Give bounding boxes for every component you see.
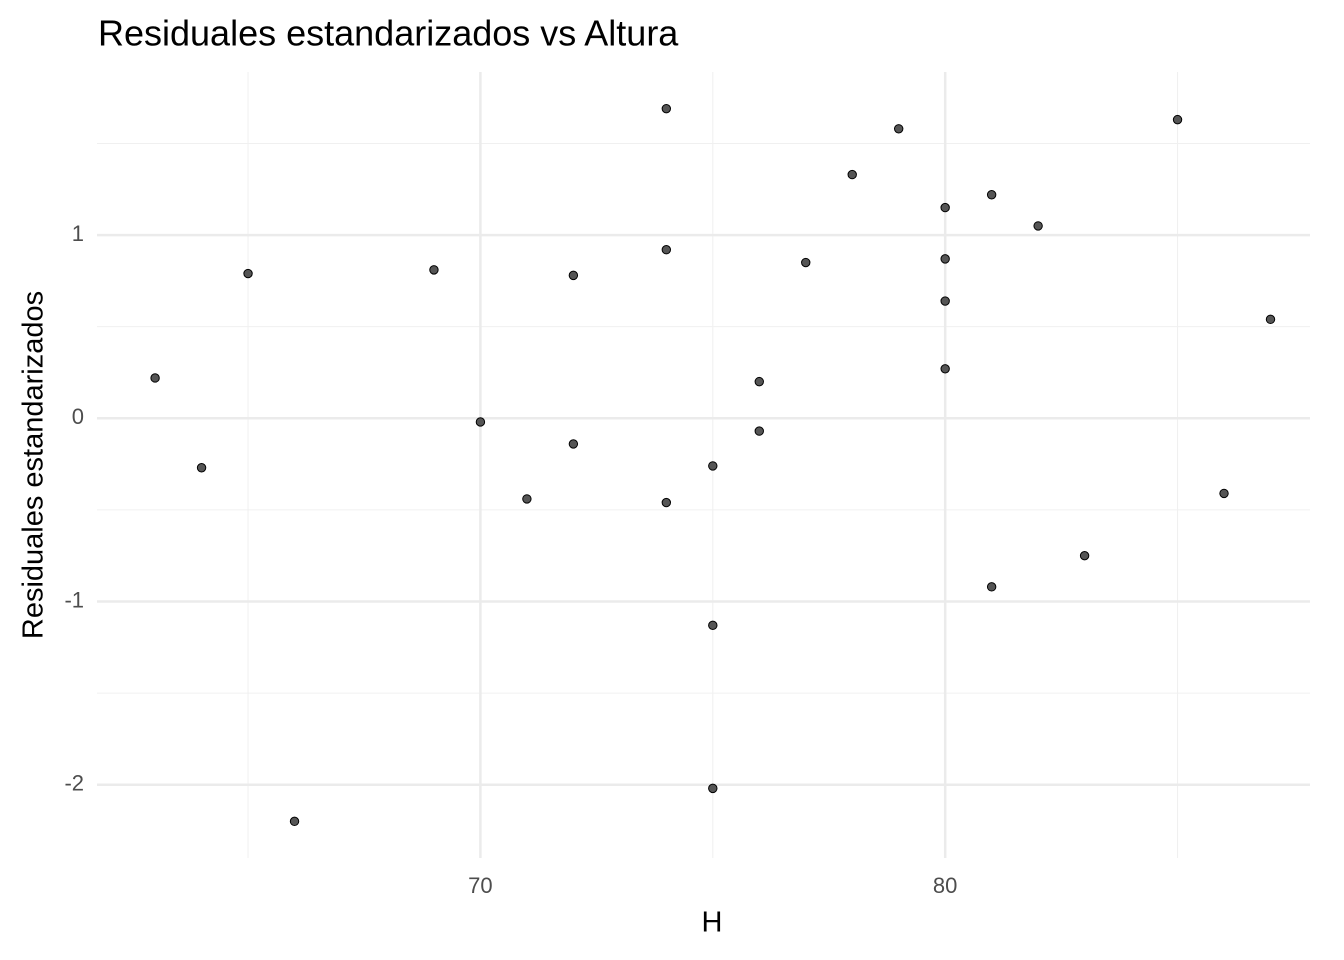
point bbox=[568, 439, 579, 449]
point bbox=[708, 620, 718, 631]
point bbox=[661, 497, 672, 508]
point bbox=[196, 463, 207, 473]
point bbox=[289, 816, 300, 827]
point bbox=[801, 257, 811, 268]
point bbox=[661, 245, 672, 255]
y-tick-label: -1 bbox=[64, 587, 84, 612]
point bbox=[661, 103, 672, 114]
x-axis-label: H bbox=[702, 907, 723, 939]
point bbox=[754, 426, 764, 436]
y-tick-label: 1 bbox=[72, 221, 84, 246]
point bbox=[986, 582, 997, 592]
chart-title: Residuales estandarizados vs Altura bbox=[98, 13, 679, 54]
point bbox=[243, 268, 253, 279]
point bbox=[708, 461, 718, 471]
point bbox=[847, 169, 857, 180]
y-tick-label: 0 bbox=[72, 404, 84, 429]
y-tick-label: -2 bbox=[64, 771, 84, 796]
point bbox=[568, 270, 579, 281]
point bbox=[150, 373, 160, 383]
point bbox=[986, 190, 997, 200]
point bbox=[429, 265, 439, 275]
x-tick-label: 80 bbox=[933, 873, 957, 898]
point bbox=[754, 376, 764, 387]
point bbox=[893, 124, 904, 134]
point bbox=[1265, 314, 1276, 325]
point bbox=[1172, 114, 1183, 125]
point bbox=[522, 494, 532, 504]
point bbox=[1219, 488, 1229, 499]
y-axis-label: Residuales estandarizados bbox=[18, 291, 50, 639]
x-tick-label: 70 bbox=[468, 873, 492, 898]
point bbox=[940, 296, 950, 306]
point bbox=[1079, 550, 1090, 561]
point bbox=[940, 202, 950, 213]
point bbox=[940, 254, 950, 264]
point bbox=[940, 364, 950, 374]
point bbox=[475, 417, 486, 427]
point bbox=[708, 783, 718, 794]
point bbox=[1033, 221, 1043, 231]
